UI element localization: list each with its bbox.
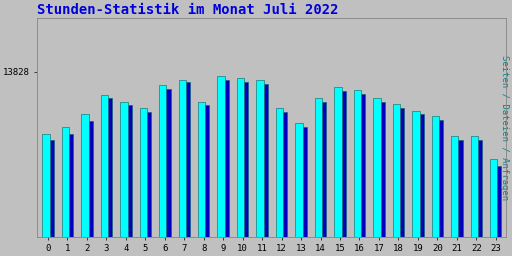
Bar [295, 123, 303, 256]
Bar [319, 102, 326, 256]
Y-axis label: Seiten / Dateien / Anfragen: Seiten / Dateien / Anfragen [500, 55, 509, 200]
Bar [412, 111, 419, 256]
Bar [475, 140, 482, 256]
Bar [393, 104, 400, 256]
Bar [218, 76, 225, 256]
Bar [124, 105, 132, 256]
Bar [338, 91, 346, 256]
Bar [358, 94, 365, 256]
Bar [451, 136, 458, 256]
Bar [159, 85, 166, 256]
Bar [237, 78, 244, 256]
Bar [202, 105, 209, 256]
Bar [47, 140, 54, 256]
Bar [183, 82, 190, 256]
Bar [163, 89, 170, 256]
Bar [315, 98, 322, 256]
Bar [455, 140, 462, 256]
Bar [354, 90, 361, 256]
Bar [198, 102, 205, 256]
Bar [257, 80, 264, 256]
Bar [494, 166, 501, 256]
Text: Stunden-Statistik im Monat Juli 2022: Stunden-Statistik im Monat Juli 2022 [37, 3, 339, 17]
Bar [140, 108, 147, 256]
Bar [334, 87, 342, 256]
Bar [81, 114, 89, 256]
Bar [66, 134, 73, 256]
Bar [490, 159, 497, 256]
Bar [62, 127, 69, 256]
Bar [276, 108, 283, 256]
Bar [436, 120, 443, 256]
Bar [397, 108, 404, 256]
Bar [416, 114, 423, 256]
Bar [241, 82, 248, 256]
Bar [144, 112, 151, 256]
Bar [86, 121, 93, 256]
Bar [377, 102, 385, 256]
Bar [280, 112, 287, 256]
Bar [179, 80, 186, 256]
Bar [120, 102, 127, 256]
Bar [42, 134, 50, 256]
Bar [222, 80, 229, 256]
Bar [373, 98, 380, 256]
Bar [471, 136, 478, 256]
Bar [101, 95, 108, 256]
Bar [300, 127, 307, 256]
Bar [432, 116, 439, 256]
Bar [105, 98, 112, 256]
Bar [261, 83, 268, 256]
